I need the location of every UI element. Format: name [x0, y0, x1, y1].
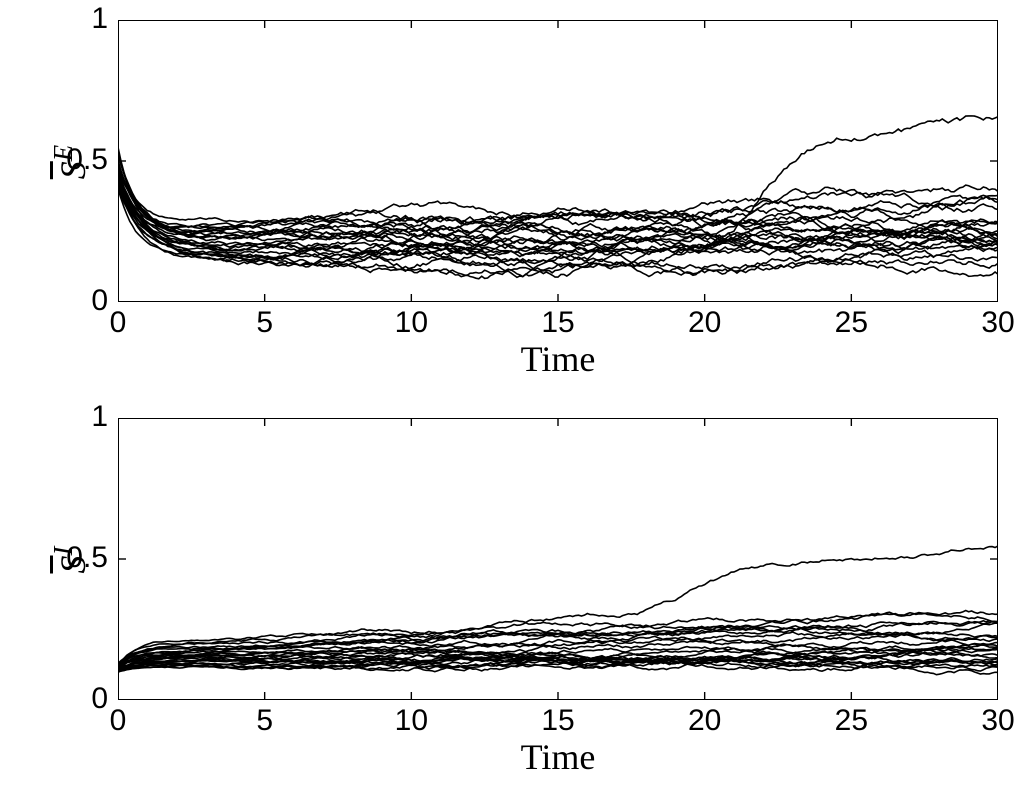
ytick-label: 0: [46, 284, 108, 318]
series-line: [118, 183, 998, 257]
xtick-label: 15: [528, 306, 588, 340]
ytick-label: 1: [46, 2, 108, 36]
series-line: [118, 167, 998, 234]
panel-top: [118, 20, 998, 302]
ytick-label: 0.5: [46, 143, 108, 177]
ytick-label: 1: [46, 400, 108, 434]
xtick-label: 20: [675, 704, 735, 738]
xtick-label: 30: [968, 704, 1024, 738]
xtick-label: 10: [381, 704, 441, 738]
xtick-label: 15: [528, 704, 588, 738]
panel-bottom-svg: [118, 418, 998, 700]
figure: SE Time SI Time 05101520253000.510510152…: [0, 0, 1024, 787]
xtick-label: 25: [821, 704, 881, 738]
series-line: [118, 161, 998, 228]
xtick-label: 5: [235, 704, 295, 738]
ytick-label: 0.5: [46, 541, 108, 575]
series-line: [118, 172, 998, 252]
series-line: [118, 170, 998, 228]
xtick-label: 5: [235, 306, 295, 340]
xtick-label: 10: [381, 306, 441, 340]
xtick-label: 30: [968, 306, 1024, 340]
panel-top-xlabel: Time: [118, 338, 998, 380]
xtick-label: 25: [821, 306, 881, 340]
ytick-label: 0: [46, 682, 108, 716]
panel-top-svg: [118, 20, 998, 302]
panel-bottom: [118, 418, 998, 700]
xtick-label: 20: [675, 306, 735, 340]
panel-bottom-xlabel: Time: [118, 736, 998, 778]
series-line: [118, 172, 998, 251]
